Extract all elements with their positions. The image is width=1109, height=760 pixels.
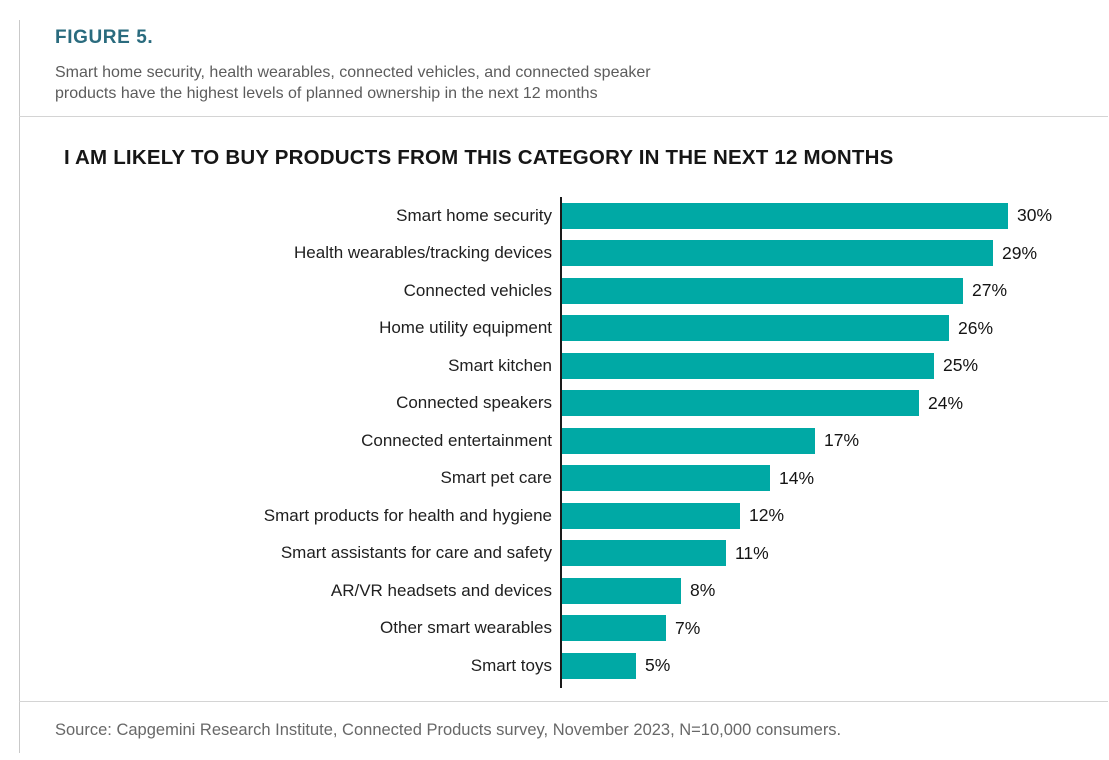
chart-row: Smart kitchen 25%	[0, 347, 1109, 385]
bar-area: 14%	[560, 459, 1109, 497]
category-label: Smart assistants for care and safety	[280, 543, 552, 563]
bar-area: 24%	[560, 384, 1109, 422]
bar-area: 17%	[560, 422, 1109, 460]
chart-row: AR/VR headsets and devices 8%	[0, 572, 1109, 610]
chart-title: I AM LIKELY TO BUY PRODUCTS FROM THIS CA…	[64, 146, 894, 169]
bar-area: 8%	[560, 572, 1109, 610]
bar	[562, 465, 770, 492]
chart-row: Smart pet care 14%	[0, 459, 1109, 497]
category-label: Smart pet care	[440, 468, 553, 488]
bar-area: 11%	[560, 534, 1109, 572]
left-vertical-rule	[19, 20, 20, 753]
category-label: AR/VR headsets and devices	[330, 580, 552, 600]
bar	[562, 390, 919, 417]
chart-row: Smart toys 5%	[0, 647, 1109, 685]
bar	[562, 277, 963, 304]
chart-row: Home utility equipment 26%	[0, 309, 1109, 347]
value-label: 17%	[824, 430, 860, 451]
category-label: Smart products for health and hygiene	[263, 505, 552, 525]
bar	[562, 502, 740, 529]
bar-area: 26%	[560, 309, 1109, 347]
bar	[562, 240, 993, 267]
header-divider	[19, 116, 1108, 117]
category-label: Other smart wearables	[380, 618, 552, 638]
chart-row: Smart products for health and hygiene 12%	[0, 497, 1109, 535]
bar	[562, 352, 934, 379]
chart-row: Smart assistants for care and safety 11%	[0, 534, 1109, 572]
bar	[562, 615, 666, 642]
footer-divider	[19, 701, 1108, 702]
source-note: Source: Capgemini Research Institute, Co…	[55, 721, 842, 739]
figure-header: FIGURE 5. Smart home security, health we…	[55, 27, 705, 104]
category-label: Smart home security	[396, 205, 552, 225]
value-label: 12%	[749, 505, 785, 526]
value-label: 27%	[972, 280, 1008, 301]
bar	[562, 202, 1008, 229]
chart-row: Connected speakers 24%	[0, 384, 1109, 422]
figure-number-label: FIGURE 5.	[55, 27, 154, 48]
category-label: Connected entertainment	[361, 430, 552, 450]
category-label: Home utility equipment	[379, 318, 552, 338]
bar	[562, 540, 726, 567]
chart-row: Health wearables/tracking devices 29%	[0, 234, 1109, 272]
bar-area: 12%	[560, 497, 1109, 535]
value-label: 29%	[1002, 242, 1038, 263]
category-label: Smart kitchen	[448, 355, 552, 375]
category-label: Health wearables/tracking devices	[294, 243, 552, 263]
value-label: 30%	[1017, 205, 1053, 226]
bar	[562, 652, 636, 679]
category-label: Connected vehicles	[403, 280, 552, 300]
value-label: 14%	[779, 467, 815, 488]
bar	[562, 427, 815, 454]
category-label: Smart toys	[470, 655, 552, 675]
category-label: Connected speakers	[396, 393, 552, 413]
figure-subtitle: Smart home security, health wearables, c…	[55, 64, 651, 103]
chart-row: Smart home security 30%	[0, 197, 1109, 235]
bar-area: 30%	[560, 197, 1109, 235]
value-label: 24%	[928, 392, 964, 413]
bar	[562, 315, 949, 342]
bar-area: 25%	[560, 347, 1109, 385]
chart-row: Other smart wearables 7%	[0, 609, 1109, 647]
value-label: 8%	[690, 580, 716, 601]
chart-row: Connected entertainment 17%	[0, 422, 1109, 460]
value-label: 26%	[958, 317, 994, 338]
bar-area: 5%	[560, 647, 1109, 685]
axis-baseline-tail	[560, 684, 562, 688]
bar	[562, 577, 681, 604]
bar-area: 27%	[560, 272, 1109, 310]
value-label: 7%	[675, 617, 701, 638]
chart-row: Connected vehicles 27%	[0, 272, 1109, 310]
bar-area: 29%	[560, 234, 1109, 272]
bar-area: 7%	[560, 609, 1109, 647]
bar-chart: Smart home security 30% Health wearables/t…	[0, 197, 1109, 685]
value-label: 11%	[735, 542, 769, 563]
value-label: 5%	[645, 655, 671, 676]
value-label: 25%	[943, 355, 979, 376]
